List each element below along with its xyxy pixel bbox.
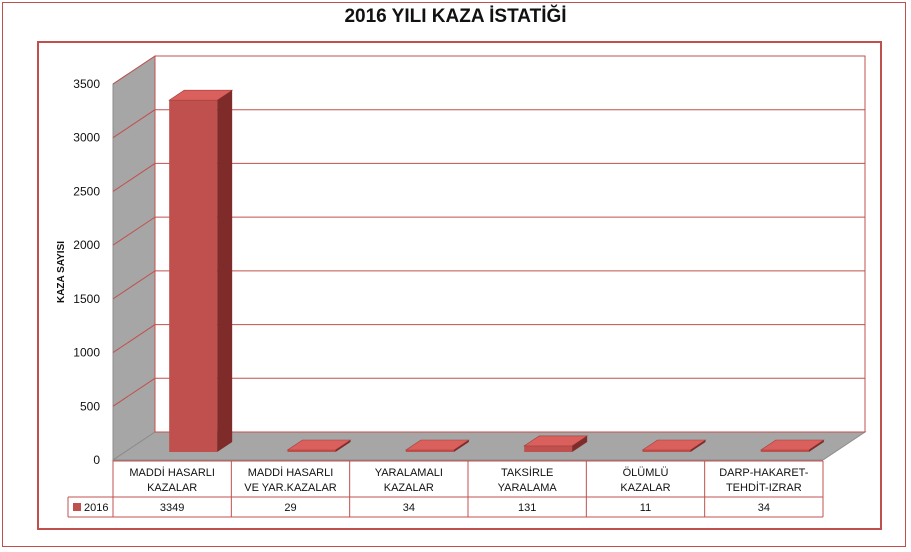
gridlines xyxy=(112,55,865,407)
gridline-side xyxy=(112,377,156,407)
bar xyxy=(404,439,470,452)
bar-side xyxy=(808,440,824,452)
gridline-side xyxy=(112,55,156,85)
y-axis-label: KAZA SAYISI xyxy=(56,241,67,303)
category-label: YARALAMALI xyxy=(375,467,443,479)
bars xyxy=(168,89,825,453)
category-label: MADDİ HASARLI xyxy=(248,466,334,479)
y-tick-label: 3500 xyxy=(73,77,100,91)
bar xyxy=(168,89,234,453)
bar-side xyxy=(453,440,469,452)
category-label: YARALAMA xyxy=(498,482,558,494)
y-tick-label: 1000 xyxy=(73,346,100,360)
legend-label: 2016 xyxy=(84,502,108,514)
bar xyxy=(286,439,352,452)
chart-frame xyxy=(2,2,906,547)
side-wall xyxy=(112,55,156,461)
gridline-side xyxy=(112,270,156,300)
gridline-side xyxy=(112,163,156,192)
category-label: MADDİ HASARLI xyxy=(129,466,215,479)
y-tick-label: 3000 xyxy=(73,131,100,145)
y-axis-ticks: 0 500 1000 1500 2000 2500 3000 3500 xyxy=(73,77,100,467)
data-label: 29 xyxy=(284,502,296,514)
y-tick-label: 1500 xyxy=(73,292,100,306)
category-label: KAZALAR xyxy=(620,482,670,494)
category-label: DARP-HAKARET- xyxy=(719,467,809,479)
bar-front xyxy=(642,450,691,452)
bar-front xyxy=(405,450,454,452)
data-label: 131 xyxy=(518,502,536,514)
bar-side xyxy=(690,440,706,452)
back-wall xyxy=(154,55,866,433)
category-label: KAZALAR xyxy=(384,482,434,494)
chart-title: 2016 YILI KAZA İSTATİĞİ xyxy=(344,6,567,27)
category-label: TAKSİRLE xyxy=(501,466,553,479)
data-label: 3349 xyxy=(160,502,184,514)
bar xyxy=(523,435,589,452)
data-label: 34 xyxy=(403,502,415,514)
bar-front xyxy=(169,100,218,453)
bar-front xyxy=(524,445,573,452)
bar-front xyxy=(287,450,336,452)
data-label: 11 xyxy=(640,502,651,514)
bar-side xyxy=(572,435,588,452)
y-tick-label: 500 xyxy=(80,399,100,413)
category-label: ÖLÜMLÜ xyxy=(623,467,669,479)
y-tick-label: 2500 xyxy=(73,184,100,198)
gridline-side xyxy=(112,324,156,353)
bar-side xyxy=(217,90,233,453)
data-table: 2016 MADDİ HASARLI KAZALAR 3349 MADDİ HASARL… xyxy=(67,460,824,518)
gridline-side xyxy=(112,109,156,139)
bar-side xyxy=(335,440,351,452)
legend-swatch xyxy=(73,503,81,511)
gridline-side xyxy=(112,216,156,246)
data-label: 34 xyxy=(758,502,770,514)
chart-walls xyxy=(111,55,867,461)
bar xyxy=(641,439,707,452)
plot-area-border xyxy=(37,41,882,530)
y-tick-label: 2000 xyxy=(73,238,100,252)
category-label: TEHDİT-IZRAR xyxy=(726,481,802,494)
bar xyxy=(759,439,825,452)
bar-front xyxy=(760,450,809,452)
category-label: KAZALAR xyxy=(147,482,197,494)
category-label: VE YAR.KAZALAR xyxy=(244,482,337,494)
y-tick-label: 0 xyxy=(93,453,100,467)
